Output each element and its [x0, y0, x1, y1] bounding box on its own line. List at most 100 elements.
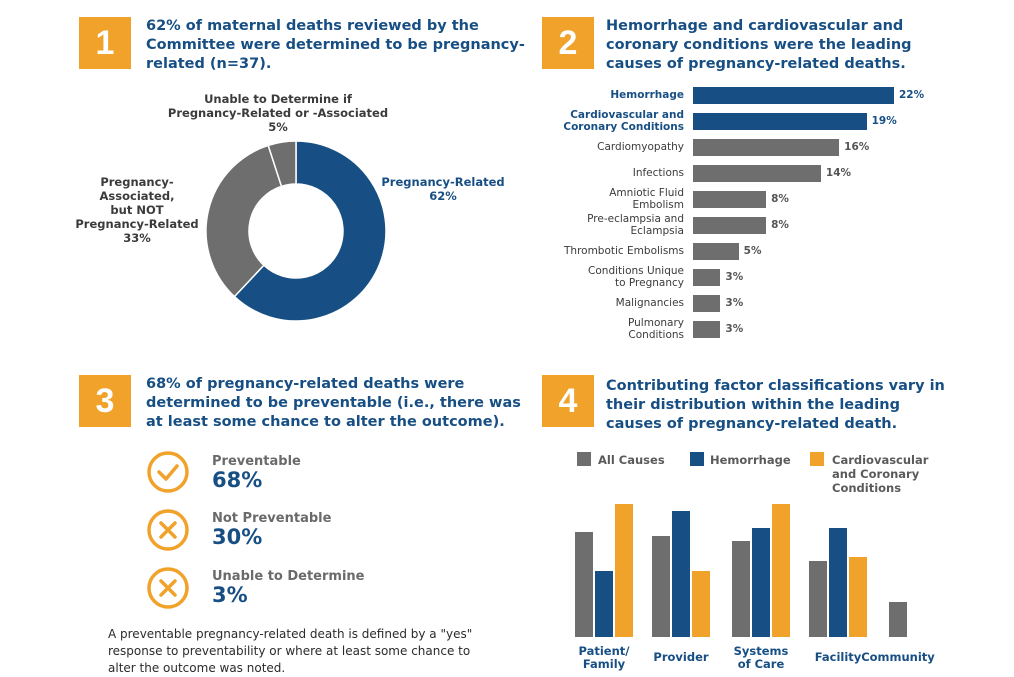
- cause-bar: [693, 165, 821, 182]
- not-preventable-pct: 30%: [212, 525, 263, 549]
- heading-line: 62% of maternal deaths reviewed by the: [146, 18, 479, 34]
- heading-line: 68% of pregnancy-related deaths were: [146, 376, 465, 392]
- cause-bar-value: 8%: [771, 219, 789, 231]
- label-line: Cardiomyopathy: [597, 141, 684, 153]
- factor-bar: [889, 602, 907, 637]
- heading-line: their distribution within the leading: [606, 397, 900, 413]
- label-line: Malignancies: [615, 297, 684, 309]
- donut-label-unable: Unable to Determine if Pregnancy-Related…: [162, 92, 394, 134]
- factor-category-label: Facility: [798, 651, 878, 664]
- legend-line: and Coronary: [832, 467, 920, 481]
- cause-bar-label: Pulmonary Conditions: [484, 317, 684, 341]
- cause-bar-value: 3%: [725, 323, 744, 335]
- label-line: Pulmonary: [628, 317, 684, 329]
- heading-line: related (n=37).: [146, 56, 272, 72]
- cause-bar: [693, 321, 721, 338]
- label-line: 33%: [123, 231, 151, 245]
- label-line: Pregnancy-: [100, 175, 174, 189]
- panel-4-badge: 4: [542, 375, 594, 427]
- label-line: Patient/: [578, 644, 630, 658]
- label-line: Thrombotic Embolisms: [564, 245, 684, 257]
- label-line: Community: [861, 650, 935, 664]
- cause-bar: [693, 113, 867, 130]
- x-circle-icon: [147, 567, 189, 609]
- cause-bar-value: 14%: [825, 167, 852, 179]
- cause-bar: [693, 139, 840, 156]
- factor-bar: [849, 557, 867, 637]
- cause-bar: [693, 295, 721, 312]
- label-line: Provider: [653, 650, 709, 664]
- legend-swatch-all-causes: [577, 452, 591, 466]
- preventable-pct: 68%: [212, 468, 263, 492]
- x-circle-icon: [147, 509, 189, 551]
- legend-swatch-hemorrhage: [690, 452, 704, 466]
- cause-bar-label: Malignancies: [484, 297, 684, 309]
- cause-bar-value: 16%: [844, 141, 870, 153]
- factor-bar: [575, 531, 593, 637]
- cause-bar-label: Cardiomyopathy: [484, 141, 684, 153]
- panel-2-badge: 2: [542, 17, 594, 69]
- panel-3-heading: 68% of pregnancy-related deaths were det…: [146, 375, 526, 432]
- heading-line: Contributing factor classifications vary…: [606, 378, 945, 394]
- label-line: 5%: [268, 120, 288, 134]
- cause-bar: [693, 191, 767, 208]
- label-line: Coronary Conditions: [563, 121, 684, 133]
- factor-bar: [809, 561, 827, 637]
- panel-3-badge: 3: [79, 375, 131, 427]
- cause-bar-value: 8%: [771, 193, 789, 205]
- legend-line: Conditions: [832, 481, 902, 495]
- label-line: Pregnancy-Related: [75, 217, 199, 231]
- factor-category-label: Community: [858, 651, 938, 664]
- label-line: Conditions Unique: [588, 265, 684, 277]
- cause-bar-value: 5%: [743, 245, 762, 257]
- panel-4-heading: Contributing factor classifications vary…: [606, 377, 986, 434]
- label-line: Embolism: [632, 199, 685, 211]
- panel-2-heading: Hemorrhage and cardiovascular and corona…: [606, 17, 986, 74]
- check-circle-icon: [147, 451, 189, 493]
- cause-bar: [693, 87, 894, 104]
- legend-label-cardiovascular: Cardiovascular and Coronary Conditions: [832, 453, 928, 495]
- heading-line: causes of pregnancy-related death.: [606, 416, 898, 432]
- donut-chart: [205, 140, 387, 322]
- heading-line: coronary conditions were the leading: [606, 37, 912, 53]
- preventable-definition-note: A preventable pregnancy-related death is…: [108, 627, 473, 675]
- label-line: Unable to Determine if: [204, 92, 352, 106]
- label-line: Cardiovascular and: [570, 109, 684, 121]
- label-line: but NOT: [110, 203, 164, 217]
- legend-line: Cardiovascular: [832, 453, 929, 467]
- panel-1-badge: 1: [79, 17, 131, 69]
- label-line: Conditions: [628, 329, 684, 341]
- cause-bar: [693, 243, 739, 260]
- donut-slice-2: [267, 140, 297, 188]
- legend-label-hemorrhage: Hemorrhage: [710, 453, 791, 467]
- unable-pct: 3%: [212, 583, 248, 607]
- label-line: to Pregnancy: [615, 277, 684, 289]
- factor-bar: [752, 527, 770, 637]
- cause-bar-value: 22%: [899, 89, 925, 101]
- label-line: Facility: [814, 650, 862, 664]
- legend-label-all-causes: All Causes: [598, 453, 665, 467]
- donut-slice-1: [205, 144, 283, 298]
- label-line: Eclampsia: [630, 225, 684, 237]
- cause-bar-label: Amniotic Fluid Embolism: [484, 187, 684, 211]
- cause-bar: [693, 269, 721, 286]
- heading-line: Committee were determined to be pregnanc…: [146, 37, 525, 53]
- cause-bar-label: Thrombotic Embolisms: [484, 245, 684, 257]
- heading-line: causes of pregnancy-related deaths.: [606, 56, 906, 72]
- factor-bar: [672, 510, 690, 637]
- not-preventable-title: Not Preventable: [212, 511, 332, 526]
- cause-bar-label: Cardiovascular and Coronary Conditions: [484, 109, 684, 133]
- cause-bar-label: Conditions Unique to Pregnancy: [484, 265, 684, 289]
- legend-swatch-cardiovascular: [810, 452, 824, 466]
- factor-bar: [829, 527, 847, 637]
- donut-label-associated: Pregnancy- Associated, but NOT Pregnancy…: [62, 175, 212, 245]
- heading-line: Hemorrhage and cardiovascular and: [606, 18, 904, 34]
- label-line: Amniotic Fluid: [609, 187, 684, 199]
- factor-bar: [772, 504, 790, 637]
- factor-category-label: Provider: [641, 651, 721, 664]
- label-line: Pregnancy-Related: [381, 175, 505, 189]
- factor-category-label: Systems of Care: [721, 645, 801, 671]
- label-line: Infections: [632, 167, 684, 179]
- label-line: Family: [582, 657, 626, 671]
- factor-bar: [652, 535, 670, 637]
